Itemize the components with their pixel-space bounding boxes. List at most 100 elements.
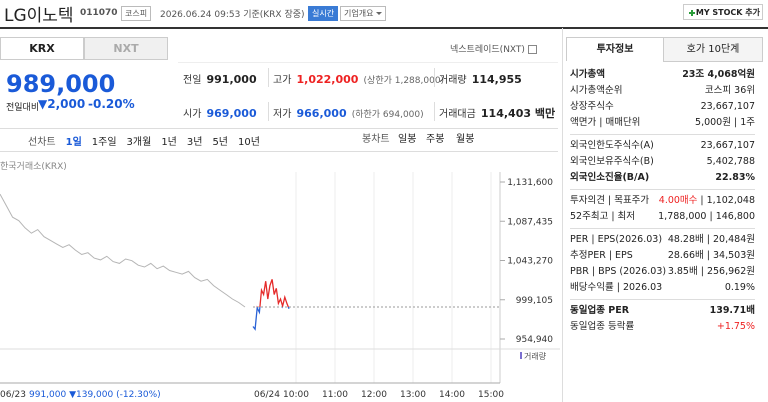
info-label: 상장주식수 [570,101,614,112]
info-value-wrap: 139.71배 [710,303,755,319]
period-tab[interactable]: 1년 [161,137,177,148]
quote-cell: 거래대금 114,403 백만 [434,102,555,121]
y-tick-label: 1,131,600 [507,178,553,188]
market-badge: 코스피 [121,6,152,21]
info-label: 52주최고 | 최저 [570,211,636,222]
info-label: PBR | BPS (2026.03) [570,266,667,277]
info-row: 52주최고 | 최저 1,788,000 | 146,800 [570,209,755,225]
line-chart-tab[interactable]: 선차트 [28,137,56,148]
info-value-wrap: 3.85배 | 256,962원 [668,264,755,280]
quote-label: 거래량 [439,75,467,86]
info-label: 투자의견 | 목표주가 [570,195,650,206]
info-row: 상장주식수 23,667,107 [570,99,755,115]
candle-tab[interactable]: 일봉 [398,134,417,145]
company-info[interactable]: 기업개요 [340,6,387,21]
period-tab[interactable]: 10년 [238,137,260,148]
info-label: 추정PER | EPS [570,250,633,261]
info-value: | 1,102,048 [700,195,755,206]
change: ▼2,000 [38,97,86,111]
prev-summary: 991,000 ▼139,000 (-12.30%) [29,390,161,400]
info-row: 액면가 | 매매단위 5,000원 | 1주 [570,115,755,131]
quote-cell: 시가 969,000 [183,102,257,121]
info-row: 외국인보유주식수(B) 5,402,788 [570,154,755,170]
realtime-badge[interactable]: 실시간 [308,6,339,21]
x-tick-label: 11:00 [322,390,348,400]
info-group: 외국인한도주식수(A) 23,667,107 외국인보유주식수(B) 5,402,78… [570,135,755,190]
info-row: 동일업종 PER 139.71배 [570,303,755,319]
info-label: 동일업종 등락률 [570,321,635,332]
info-value: 코스피 36위 [704,85,755,96]
price-line [252,306,290,331]
quote-label: 거래대금 [439,109,476,120]
info-value-wrap: 1,788,000 | 146,800 [658,209,755,225]
info-row: 시가총액 23조 4,068억원 [570,67,755,83]
info-label: 외국인소진율(B/A) [570,172,650,183]
candle-tab[interactable]: 월봉 [456,134,475,145]
info-label: PER | EPS(2026.03) [570,234,663,245]
candle-tab[interactable]: 주봉 [426,134,445,145]
price-chart: 한국거래소(KRX) 1,131,600 1,087,435 1,043,270 999… [0,161,560,400]
quote-rule [178,62,558,63]
info-value: 1,788,000 | 146,800 [658,211,755,222]
quote-cell: 고가 1,022,000 (상한가 1,288,000) [268,68,444,87]
info-value-wrap: 5,402,788 [707,154,755,170]
period-tab[interactable]: 3년 [186,137,203,148]
period-bar: 선차트 1일 1주일 3개월 1년 3년 5년 10년 봉차트 일봉 주봉 월봉 [0,128,558,152]
orderbook-tab[interactable]: 호가 10단계 [663,37,763,62]
info-value: 23,667,107 [700,140,755,151]
period-tab[interactable]: 5년 [212,137,228,148]
info-row: 외국인한도주식수(A) 23,667,107 [570,138,755,154]
quote-cell: 저가 966,000 (하한가 694,000) [268,102,424,121]
info-value-wrap: +1.75% [717,319,755,335]
tab-krx[interactable]: KRX [0,37,84,60]
header-rule [0,27,768,29]
candle-chart-tab[interactable]: 봉차트 [362,134,390,145]
info-value: 23,667,107 [700,101,755,112]
y-tick-label: 1,043,270 [507,257,553,267]
info-value: 5,000원 | 1주 [695,117,755,128]
period-tab[interactable]: 1주일 [91,137,117,148]
volume-label: 거래량 [524,351,547,361]
info-value-wrap: 23,667,107 [701,138,755,154]
company-info-label: 기업개요 [344,9,374,18]
panel-divider [562,28,563,402]
quote-value: 966,000 [296,107,347,120]
investment-info: 시가총액 23조 4,068억원 시가총액순위 코스피 36위 상장주식수 23,667,… [570,64,755,338]
info-row: 배당수익률 | 2026.03 0.19% [570,280,755,296]
info-label: 동일업종 PER [570,305,630,316]
nxt-link[interactable]: 넥스트레이드(NXT) [450,42,537,55]
x-tick-label: 12:00 [361,390,387,400]
period-tab[interactable]: 3개월 [126,137,152,148]
period-tab[interactable]: 1일 [65,137,82,148]
info-row: 동일업종 등락률 +1.75% [570,319,755,335]
info-value: 23조 4,068억원 [682,69,755,80]
y-tick-label: 999,105 [516,296,553,306]
info-row: 투자의견 | 목표주가 4.00매수 | 1,102,048 [570,193,755,209]
info-tab[interactable]: 투자정보 [566,37,664,61]
quote-label: 시가 [183,109,202,120]
info-value-wrap: 48.28배 | 20,484원 [668,232,755,248]
x-tick-label: 14:00 [439,390,465,400]
info-label: 시가총액 [570,69,605,80]
legend-swatch [520,352,522,359]
x-tick-label: 13:00 [400,390,426,400]
info-value: 22.83% [715,172,755,183]
quote-cell: 거래량 114,955 [434,68,522,87]
change-label: 전일대비 [6,103,40,113]
quote-value: 969,000 [206,107,257,120]
chart-source: 한국거래소(KRX) [0,161,67,172]
timestamp: 2026.06.24 09:53 기준(KRX 장중) [160,10,305,20]
quote-value: 991,000 [206,73,257,86]
tab-nxt[interactable]: NXT [84,37,168,60]
mystock-button[interactable]: MY STOCK 추가 [683,4,763,20]
info-value: +1.75% [716,321,755,332]
stock-name: LG이노텍 [4,6,74,26]
info-group: 시가총액 23조 4,068억원 시가총액순위 코스피 36위 상장주식수 23,667,… [570,64,755,135]
info-value-wrap: 22.83% [715,170,755,186]
info-value-wrap: 23,667,107 [701,99,755,115]
info-label: 외국인한도주식수(A) [570,140,654,151]
info-value-wrap: 4.00매수 | 1,102,048 [659,193,755,209]
info-row: PBR | BPS (2026.03) 3.85배 | 256,962원 [570,264,755,280]
price-line [0,193,246,308]
